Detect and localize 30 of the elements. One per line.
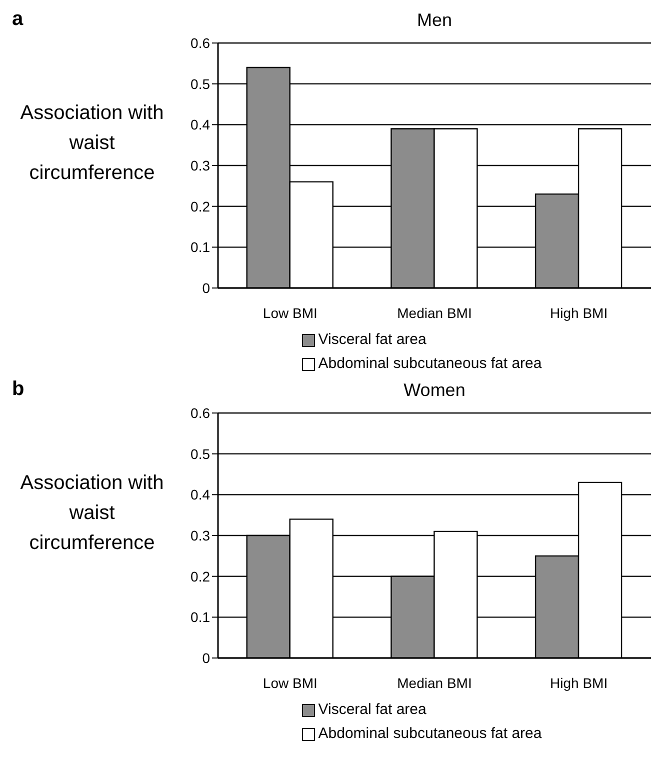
x-tick-label: Low BMI xyxy=(262,304,318,321)
y-tick-label: 0 xyxy=(202,280,210,296)
x-tick-label: High BMI xyxy=(550,674,608,691)
y-tick-label: 0.1 xyxy=(190,239,210,256)
x-tick-label: High BMI xyxy=(550,304,608,321)
y-tick-label: 0.5 xyxy=(190,446,210,462)
text: b xyxy=(12,378,24,401)
y-axis-title: Association with waist circumference xyxy=(19,471,165,556)
legend-label: Abdominal subcutaneous fat area xyxy=(318,354,542,374)
legend-label: Visceral fat area xyxy=(318,330,426,350)
legend-label: Abdominal subcutaneous fat area xyxy=(318,724,542,744)
x-tick-label: Median BMI xyxy=(397,304,472,321)
y-tick-label: 0.5 xyxy=(190,76,210,92)
y-tick-label: 0 xyxy=(202,650,210,666)
y-axis-title: Association with waist circumference xyxy=(19,101,165,186)
x-tick-label: Low BMI xyxy=(262,674,318,691)
y-tick-label: 0.6 xyxy=(190,404,210,421)
legend-label: Visceral fat area xyxy=(318,700,426,720)
y-tick-label: 0.1 xyxy=(190,609,210,626)
y-tick-label: 0.4 xyxy=(190,116,210,133)
text: a xyxy=(12,8,24,31)
y-tick-label: 0.2 xyxy=(190,568,210,584)
y-tick-label: 0.3 xyxy=(190,157,210,174)
chart-title: Men xyxy=(416,10,453,31)
chart-title: Women xyxy=(402,380,466,401)
x-tick-label: Median BMI xyxy=(397,674,472,691)
y-tick-label: 0.3 xyxy=(190,527,210,544)
y-tick-label: 0.6 xyxy=(190,34,210,51)
y-tick-label: 0.4 xyxy=(190,486,210,503)
y-tick-label: 0.2 xyxy=(190,198,210,214)
